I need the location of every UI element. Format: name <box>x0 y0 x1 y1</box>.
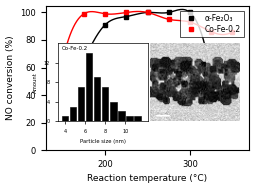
Co-Fe-0.2 <box>167 18 170 20</box>
Co-Fe-0.2 <box>103 13 106 15</box>
Co-Fe-0.2 <box>230 31 233 33</box>
X-axis label: Reaction temperature (°C): Reaction temperature (°C) <box>87 174 207 184</box>
α-Fe₂O₃ <box>167 11 170 14</box>
α-Fe₂O₃ <box>188 11 191 14</box>
Co-Fe-0.2 <box>188 21 191 23</box>
Line: α-Fe₂O₃: α-Fe₂O₃ <box>60 10 213 108</box>
α-Fe₂O₃ <box>145 11 148 14</box>
Co-Fe-0.2 <box>61 60 64 62</box>
Legend: α-Fe₂O₃, Co-Fe-0.2: α-Fe₂O₃, Co-Fe-0.2 <box>179 11 243 37</box>
α-Fe₂O₃ <box>209 75 212 77</box>
α-Fe₂O₃ <box>103 24 106 26</box>
Co-Fe-0.2 <box>145 11 148 14</box>
Co-Fe-0.2 <box>82 13 85 15</box>
Y-axis label: NO conversion (%): NO conversion (%) <box>6 36 14 120</box>
α-Fe₂O₃ <box>61 105 64 107</box>
Co-Fe-0.2 <box>124 11 127 14</box>
α-Fe₂O₃ <box>124 15 127 18</box>
α-Fe₂O₃ <box>82 60 85 62</box>
Line: Co-Fe-0.2: Co-Fe-0.2 <box>60 10 234 63</box>
Co-Fe-0.2 <box>209 31 212 33</box>
